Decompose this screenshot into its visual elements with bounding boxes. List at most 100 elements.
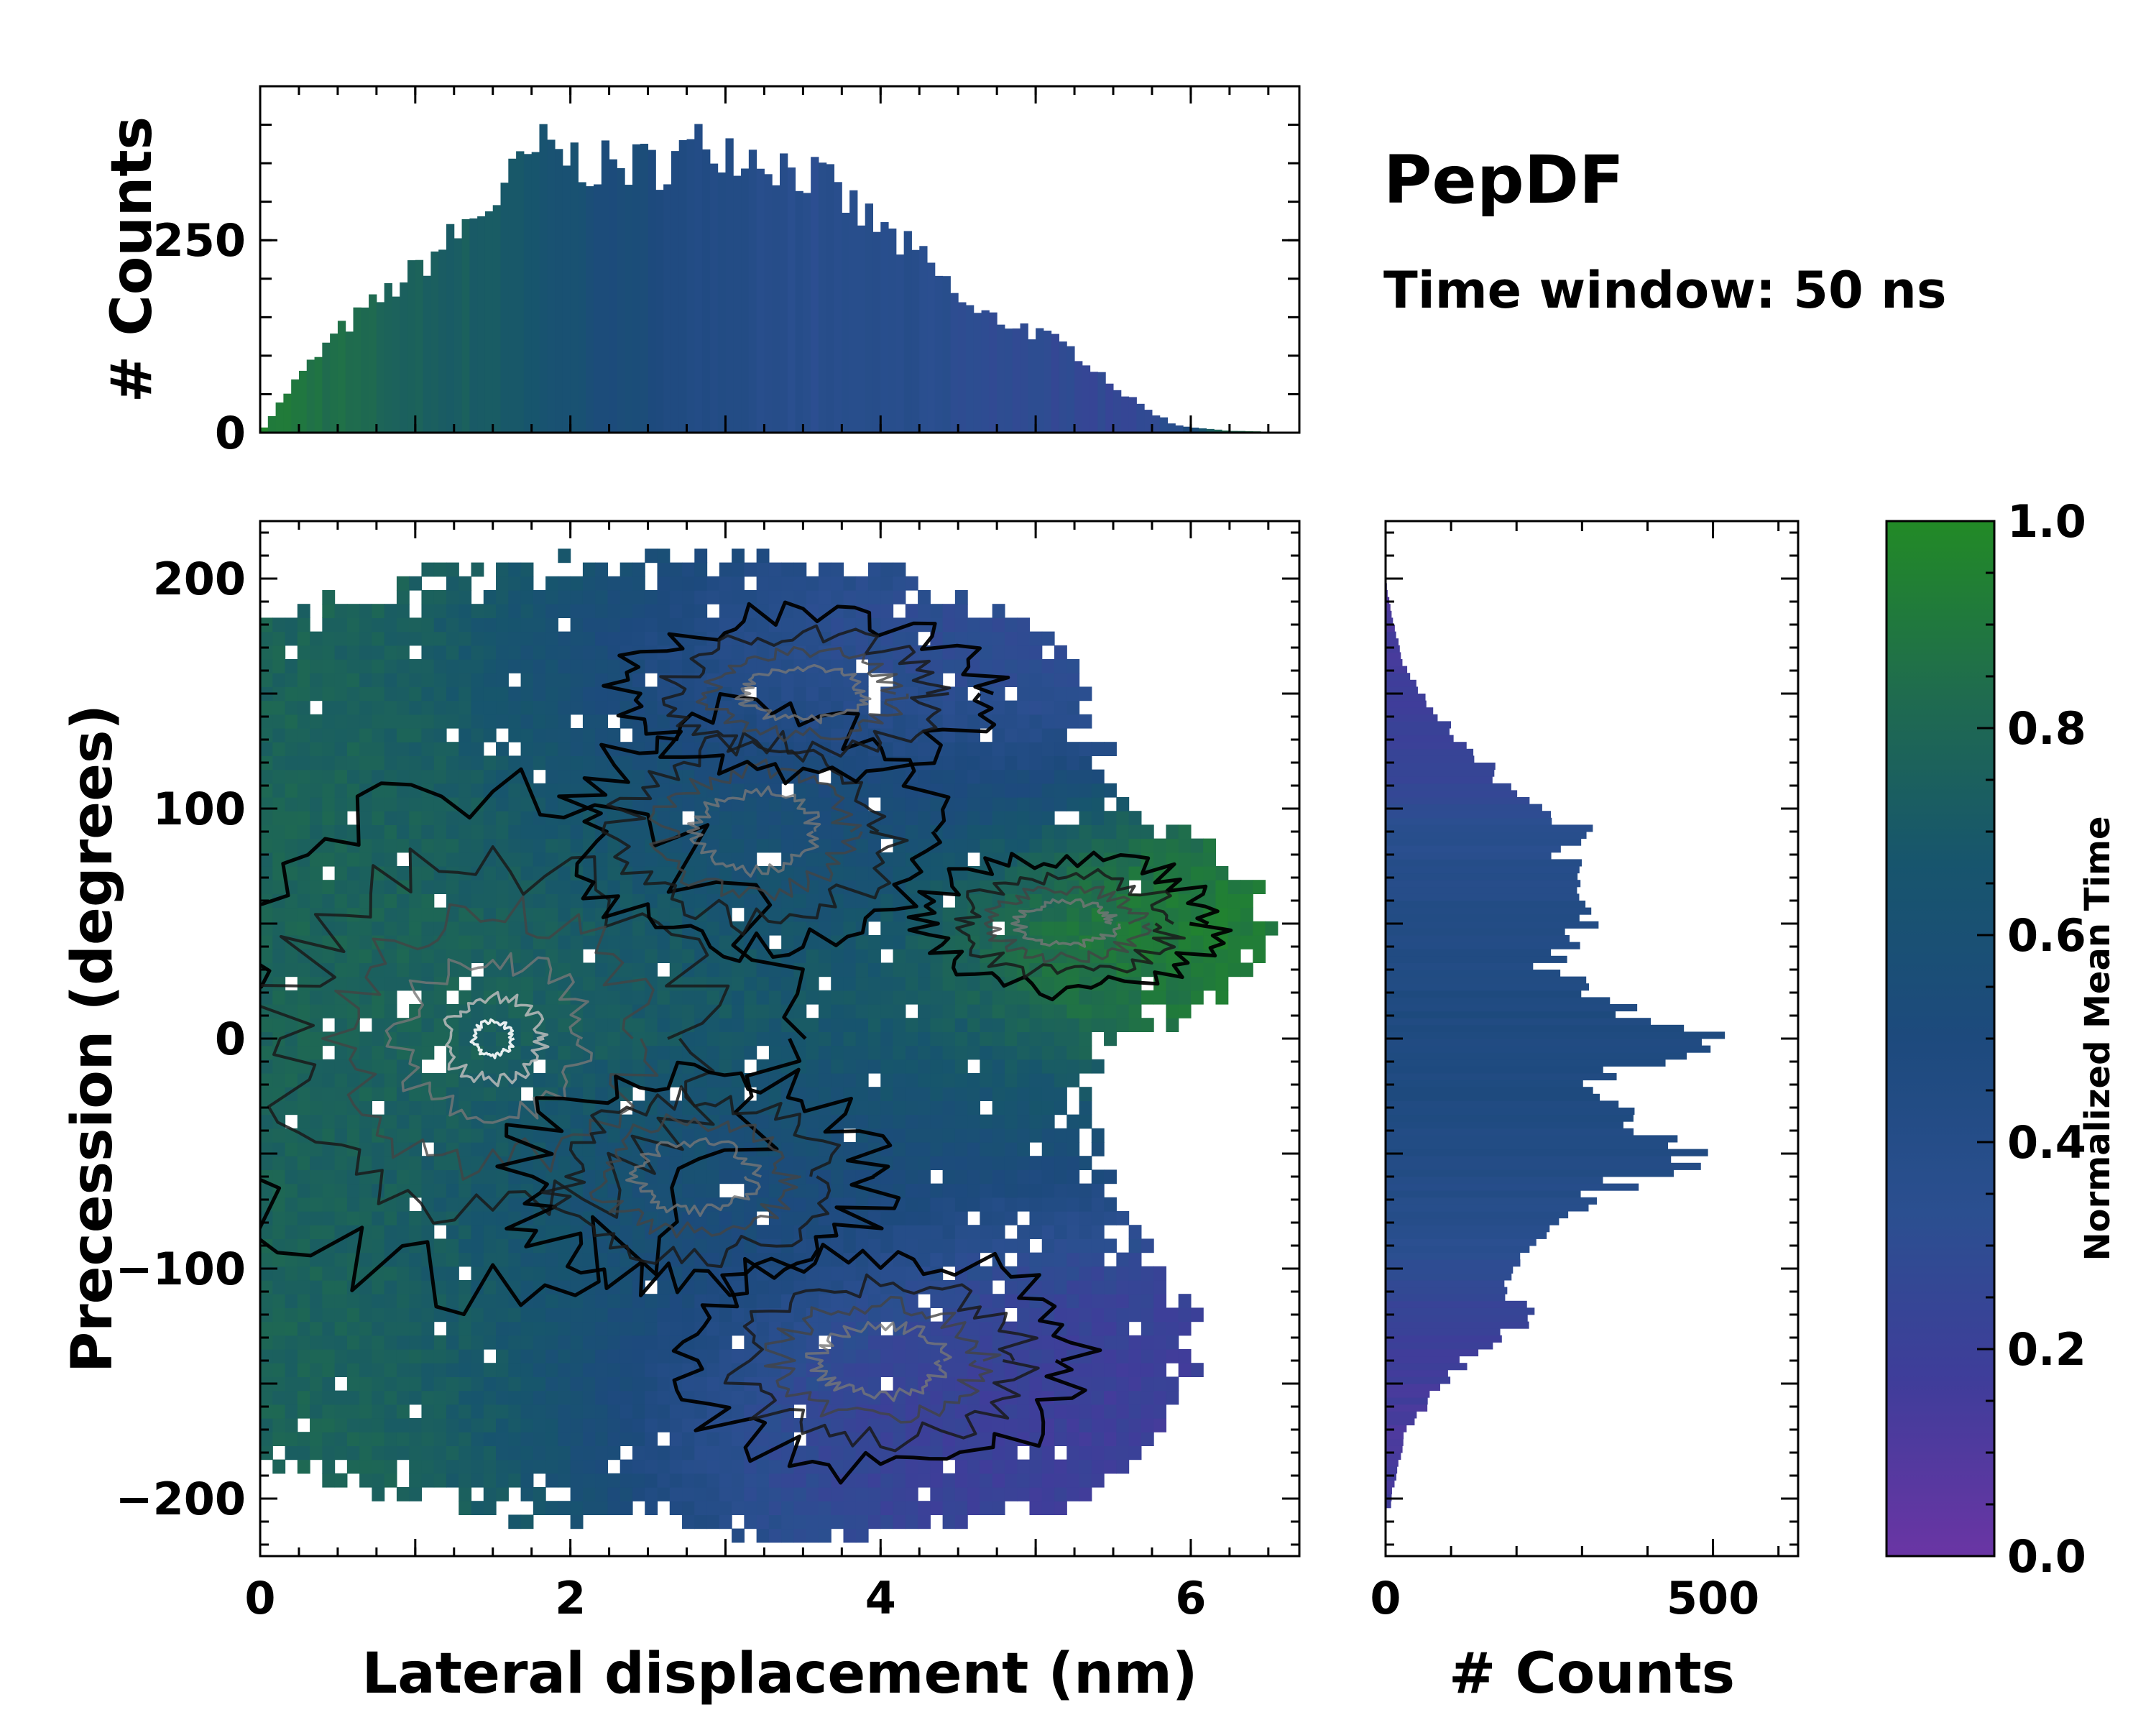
heatmap-cell <box>1067 1418 1080 1432</box>
heatmap-cell <box>868 604 881 618</box>
heatmap-cell <box>942 604 956 618</box>
heatmap-cell <box>384 1349 397 1363</box>
heatmap-cell <box>433 562 447 577</box>
heatmap-cell <box>1004 728 1018 742</box>
heatmap-cell <box>409 1390 423 1405</box>
top-histogram-bar <box>842 213 850 433</box>
heatmap-cell <box>570 949 584 963</box>
heatmap-cell <box>310 811 323 825</box>
heatmap-cell <box>446 838 459 853</box>
heatmap-cell <box>880 1432 894 1446</box>
heatmap-cell <box>1091 1390 1105 1405</box>
heatmap-cell <box>706 838 720 853</box>
heatmap-cell <box>508 1087 522 1101</box>
heatmap-cell <box>831 686 844 702</box>
heatmap-cell <box>533 893 546 908</box>
heatmap-cell <box>582 1087 596 1101</box>
heatmap-cell <box>1079 1238 1092 1254</box>
heatmap-cell <box>421 962 435 978</box>
heatmap-cell <box>433 1018 447 1032</box>
heatmap-cell <box>880 797 894 811</box>
heatmap-cell <box>930 1211 944 1225</box>
heatmap-cell <box>893 1501 906 1515</box>
heatmap-cell <box>310 824 323 840</box>
heatmap-cell <box>483 728 497 742</box>
heatmap-cell <box>1079 1100 1092 1116</box>
heatmap-cell <box>396 1487 410 1501</box>
heatmap-cell <box>831 576 844 591</box>
heatmap-cell <box>297 1432 310 1446</box>
heatmap-cell <box>483 769 497 784</box>
heatmap-cell <box>1041 1169 1055 1184</box>
top-histogram-bar <box>880 222 889 433</box>
heatmap-cell <box>272 645 286 660</box>
heatmap-cell <box>359 1004 372 1018</box>
heatmap-cell <box>372 1073 385 1087</box>
heatmap-cell <box>918 1045 931 1060</box>
heatmap-cell <box>272 949 286 963</box>
heatmap-cell <box>595 617 609 632</box>
heatmap-cell <box>880 962 894 978</box>
top-histogram-bar <box>717 172 726 433</box>
heatmap-cell <box>285 1197 298 1212</box>
heatmap-cell <box>1116 1280 1130 1294</box>
heatmap-cell <box>732 1252 745 1267</box>
heatmap-cell <box>384 1114 397 1129</box>
heatmap-cell <box>582 686 596 702</box>
heatmap-cell <box>396 1031 410 1046</box>
heatmap-cell <box>1041 824 1055 840</box>
heatmap-cell <box>831 990 844 1005</box>
heatmap-cell <box>942 1018 956 1032</box>
heatmap-cell <box>682 1501 695 1515</box>
heatmap-cell <box>496 1197 509 1212</box>
heatmap-cell <box>868 783 881 798</box>
heatmap-cell <box>905 1197 918 1212</box>
heatmap-cell <box>533 714 546 729</box>
heatmap-cell <box>905 1018 918 1032</box>
heatmap-cell <box>942 1294 956 1308</box>
heatmap-cell <box>1041 797 1055 811</box>
heatmap-cell <box>1079 1018 1092 1032</box>
heatmap-cell <box>607 617 621 632</box>
heatmap-cell <box>607 880 621 894</box>
heatmap-cell <box>421 755 435 770</box>
heatmap-cell <box>384 811 397 825</box>
heatmap-cell <box>905 1059 918 1074</box>
heatmap-cell <box>1067 742 1080 756</box>
heatmap-cell <box>781 1225 795 1239</box>
heatmap-cell <box>384 617 397 632</box>
heatmap-cell <box>954 742 968 756</box>
heatmap-cell <box>992 935 1005 949</box>
heatmap-cell <box>272 811 286 825</box>
heatmap-cell <box>732 1238 745 1254</box>
heatmap-cell <box>905 1183 918 1198</box>
heatmap-cell <box>855 1363 869 1377</box>
heatmap-cell <box>1029 686 1043 702</box>
heatmap-cell <box>582 1376 596 1392</box>
heatmap-cell <box>1067 1459 1080 1474</box>
heatmap-cell <box>260 990 273 1005</box>
heatmap-cell <box>508 976 522 991</box>
heatmap-cell <box>297 1266 310 1281</box>
heatmap-cell <box>1116 797 1130 811</box>
heatmap-cell <box>818 590 831 604</box>
contour-line <box>469 1018 515 1059</box>
heatmap-cell <box>396 1197 410 1212</box>
heatmap-cell <box>396 1294 410 1308</box>
heatmap-cell <box>558 1031 571 1046</box>
heatmap-cell <box>334 1266 348 1281</box>
heatmap-cell <box>744 1404 757 1419</box>
heatmap-cell <box>1091 921 1105 936</box>
heatmap-cell <box>346 1183 360 1198</box>
heatmap-cell <box>1017 645 1031 660</box>
top-histogram-bar <box>1128 397 1137 433</box>
heatmap-cell <box>1017 1087 1031 1101</box>
heatmap-cell <box>980 1321 993 1336</box>
heatmap-cell <box>1029 1156 1043 1170</box>
heatmap-cell <box>868 935 881 949</box>
heatmap-cell <box>657 1376 671 1392</box>
heatmap-cell <box>496 742 509 756</box>
heatmap-cell <box>793 673 807 687</box>
heatmap-cell <box>272 1390 286 1405</box>
